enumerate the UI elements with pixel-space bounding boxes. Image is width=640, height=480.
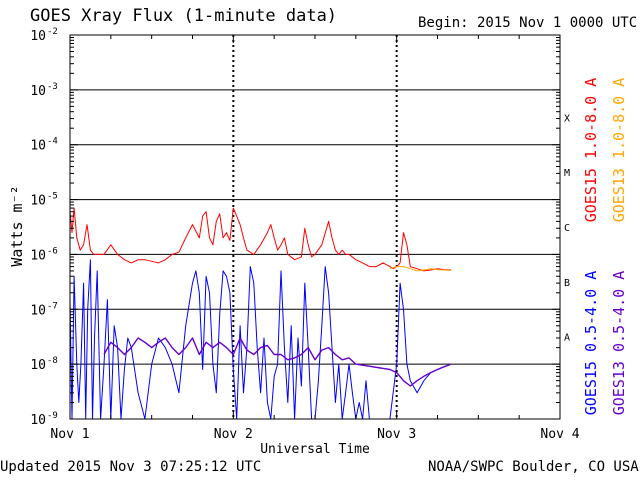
y-tick-exponent: -4 [47, 137, 58, 147]
legend-entry-1: GOES15 1.0-8.0 A [582, 78, 600, 223]
legend: GOES15 1.0-8.0 A GOES13 1.0-8.0 A GOES15 0… [582, 78, 628, 416]
legend-entry-2: GOES13 1.0-8.0 A [610, 78, 628, 223]
x-tick-label: Nov 2 [214, 427, 253, 442]
y-tick-base: 10 [30, 248, 46, 263]
x-axis-label: Universal Time [260, 442, 370, 457]
series-line-1 [69, 207, 452, 272]
y-tick-label: 10 -4 [30, 137, 58, 154]
y-tick-exponent: -3 [47, 82, 58, 92]
y-tick-base: 10 [30, 194, 46, 209]
y-tick-label: 10 -6 [30, 246, 58, 263]
flare-class-m: M [564, 168, 570, 179]
y-tick-exponent: -5 [47, 192, 58, 202]
y-tick-base: 10 [30, 303, 46, 318]
y-tick-exponent: -8 [47, 356, 58, 366]
series-line-2 [389, 266, 452, 272]
y-tick-label: 10 -3 [30, 82, 58, 99]
series-line-4 [103, 337, 452, 387]
flare-class-c: C [564, 223, 570, 234]
updated-timestamp: Updated 2015 Nov 3 07:25:12 UTC [0, 459, 262, 475]
plot-frame [69, 34, 561, 420]
y-tick-base: 10 [30, 29, 46, 44]
y-tick-exponent: -2 [47, 27, 58, 37]
y-tick-labels: 10-910-810-710-610-510-410-310-2 [30, 27, 58, 428]
y-tick-base: 10 [30, 358, 46, 373]
y-tick-exponent: -9 [47, 411, 58, 421]
y-tick-base: 10 [30, 84, 46, 99]
flare-class-x: X [564, 113, 570, 124]
series-line-3 [69, 259, 452, 420]
flare-class-labels: A B C M X [564, 113, 570, 343]
x-tick-label: Nov 3 [377, 427, 416, 442]
series-layer [69, 207, 452, 420]
y-axis-label: Watts m⁻² [8, 185, 26, 266]
axis-ticks [69, 35, 561, 420]
y-tick-exponent: -7 [47, 301, 58, 311]
y-tick-label: 10 -9 [30, 411, 58, 428]
flare-class-a: A [564, 333, 570, 344]
begin-time: Begin: 2015 Nov 1 0000 UTC [418, 15, 638, 31]
y-tick-base: 10 [30, 413, 46, 428]
y-tick-label: 10 -2 [30, 27, 58, 44]
decade-grid [70, 89, 560, 365]
y-tick-base: 10 [30, 139, 46, 154]
credit-line: NOAA/SWPC Boulder, CO USA [428, 459, 639, 475]
legend-entry-4: GOES13 0.5-4.0 A [610, 271, 628, 416]
y-tick-exponent: -6 [47, 246, 58, 256]
x-tick-label: Nov 4 [540, 427, 579, 442]
y-tick-label: 10 -8 [30, 356, 58, 373]
y-tick-label: 10 -7 [30, 301, 58, 318]
flare-class-b: B [564, 278, 570, 289]
x-tick-label: Nov 1 [50, 427, 89, 442]
chart-title: GOES Xray Flux (1-minute data) [30, 6, 338, 26]
y-tick-label: 10 -5 [30, 192, 58, 209]
x-tick-labels: Nov 1 Nov 2 Nov 3 Nov 4 [50, 427, 579, 442]
legend-entry-3: GOES15 0.5-4.0 A [582, 271, 600, 416]
